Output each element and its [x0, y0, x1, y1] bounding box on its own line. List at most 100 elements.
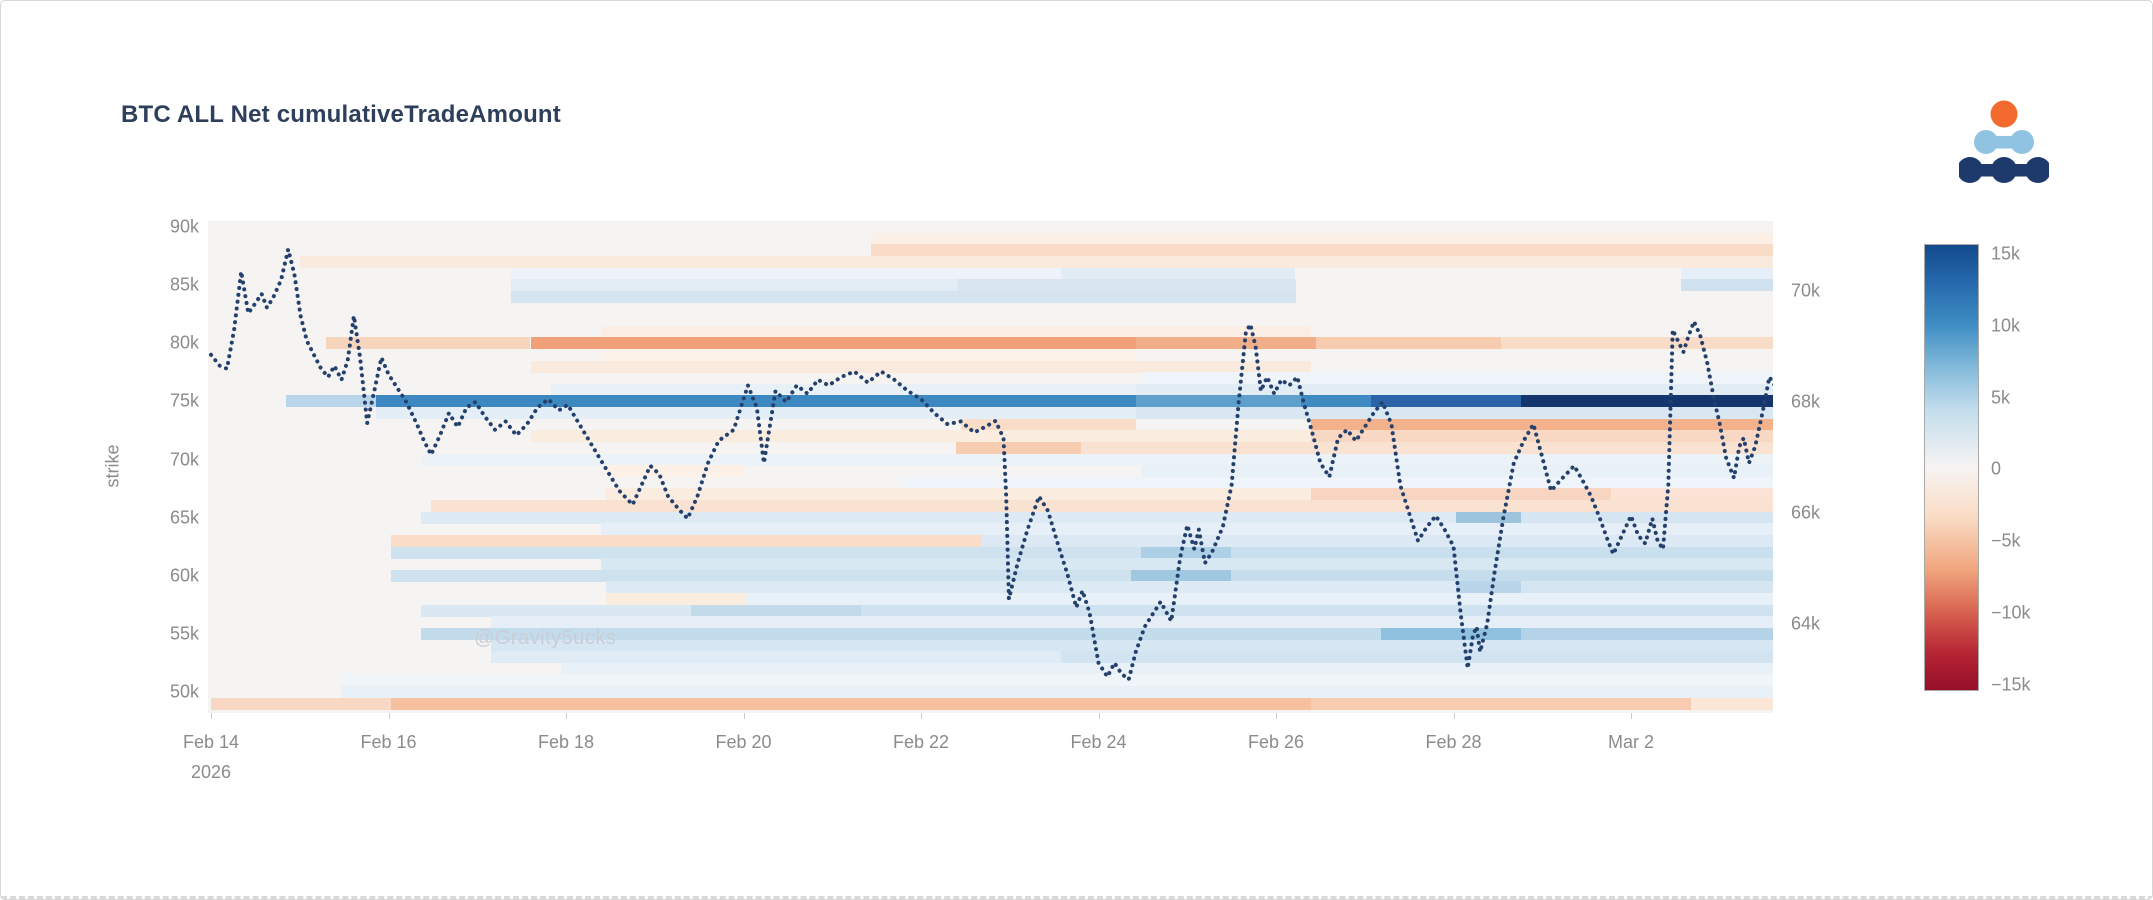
heatmap-band-58k — [605, 593, 747, 605]
heatmap-band-71k — [1080, 441, 1773, 454]
heatmap-band-56k — [490, 616, 1773, 629]
heatmap-band-80k — [1315, 337, 1502, 350]
colorbar-tick-5k: 5k — [1991, 387, 2011, 408]
heatmap-band-52k — [560, 662, 1773, 675]
colorbar-tick-−5k: −5k — [1991, 530, 2021, 551]
y-right-tick-66k: 66k — [1791, 502, 1821, 523]
y-left-tick-90k: 90k — [169, 216, 199, 237]
heatmap-band-86k — [1680, 267, 1773, 280]
heatmap-band-62k — [1141, 546, 1231, 559]
heatmap-band-60k — [1230, 569, 1773, 582]
heatmap-band-84k — [511, 290, 1296, 303]
x-tick-mark — [921, 713, 922, 719]
x-tick-mark — [1453, 713, 1455, 719]
heatmap-band-81k — [600, 325, 1311, 338]
heatmap-band-50k — [340, 686, 1773, 698]
heatmap-band-75k — [1521, 395, 1773, 408]
x-tick-mark — [1276, 713, 1277, 719]
heatmap-band-59k — [1456, 581, 1521, 594]
heatmap-band-59k — [1521, 581, 1773, 594]
y-left-tick-85k: 85k — [169, 274, 199, 295]
x-tick-year: 2026 — [190, 762, 232, 782]
heatmap-band-68k — [900, 476, 1773, 489]
heatmap-band-64k — [600, 523, 1773, 536]
x-tick-Feb 20: Feb 20 — [715, 732, 772, 752]
y-left-tick-80k: 80k — [169, 332, 199, 353]
colorbar-tick-−10k: −10k — [1991, 602, 2031, 623]
colorbar — [1924, 244, 1979, 691]
heatmap-band-89k — [871, 232, 1773, 245]
heatmap-band-70k — [421, 453, 1773, 466]
heatmap-band-49k — [1691, 697, 1773, 710]
heatmap-band-85k — [956, 279, 1296, 292]
heatmap-band-76k — [1135, 383, 1773, 396]
y-right-tick-70k: 70k — [1791, 280, 1821, 301]
colorbar-tick-10k: 10k — [1991, 315, 2021, 336]
heatmap-band-73k — [960, 418, 1136, 431]
x-tick-mark — [211, 713, 212, 719]
heatmap-band-76k — [550, 383, 1136, 396]
heatmap-band-80k — [326, 337, 531, 350]
heatmap-band-67k — [1610, 488, 1773, 501]
heatmap-band-72k — [530, 430, 1311, 443]
x-tick-mark — [1098, 713, 1100, 719]
x-tick-Feb 18: Feb 18 — [537, 732, 595, 752]
heatmap-band-57k — [691, 604, 861, 617]
heatmap-band-66k — [431, 500, 1773, 512]
heatmap-band-75k — [1300, 395, 1371, 408]
colorbar-tick-0: 0 — [1991, 458, 2002, 479]
heatmap-band-49k — [1310, 697, 1692, 710]
heatmap-band-65k — [1521, 511, 1773, 524]
heatmap-band-69k — [605, 465, 747, 478]
heatmap-band-57k — [421, 604, 692, 617]
heatmap-band-51k — [340, 674, 1773, 687]
x-tick-Feb 28: Feb 28 — [1425, 732, 1482, 752]
x-tick-mark — [388, 713, 390, 719]
x-tick-mark — [743, 713, 745, 719]
heatmap-band-80k — [1501, 337, 1773, 350]
x-tick-mark — [1631, 713, 1632, 719]
colorbar-tick-15k: 15k — [1991, 243, 2021, 264]
x-tick-Feb 16: Feb 16 — [360, 732, 417, 752]
heatmap-band-59k — [605, 581, 1457, 594]
plot-area[interactable] — [208, 221, 1773, 713]
heatmap-band-75k — [1135, 395, 1301, 408]
x-tick-Feb 24: Feb 24 — [1070, 732, 1127, 752]
heatmap-band-85k — [1680, 279, 1773, 292]
heatmap-band-60k — [1131, 569, 1231, 582]
y-right-tick-68k: 68k — [1791, 391, 1821, 412]
x-tick-Mar 2: Mar 2 — [1607, 732, 1655, 752]
y-left-tick-75k: 75k — [169, 390, 199, 411]
y-left-tick-70k: 70k — [169, 449, 199, 469]
y-right-tick-64k: 64k — [1791, 613, 1821, 634]
heatmap-band-80k — [1135, 337, 1316, 350]
heatmap-band-49k — [211, 697, 392, 710]
heatmap-band-55k — [1380, 627, 1521, 640]
heatmap-band-78k — [530, 360, 1311, 373]
heatmap-band-72k — [1310, 430, 1773, 443]
heatmap-band-73k — [1310, 418, 1773, 431]
heatmap-band-65k — [1456, 511, 1521, 524]
chart-title: BTC ALL Net cumulativeTradeAmount — [121, 101, 561, 128]
y-left-tick-65k: 65k — [169, 507, 199, 528]
heatmap-band-57k — [860, 604, 1773, 617]
heatmap-band-62k — [1230, 546, 1773, 559]
heatmap-band-63k — [981, 534, 1773, 547]
heatmap-band-74k — [376, 407, 1136, 419]
heatmap-band-77k — [1141, 372, 1773, 385]
x-tick-Feb 22: Feb 22 — [892, 732, 950, 752]
heatmap-band-71k — [955, 441, 1081, 454]
heatmap-band-88k — [871, 244, 1773, 257]
y-left-tick-60k: 60k — [169, 565, 199, 586]
heatmap-band-69k — [1141, 465, 1773, 478]
heatmap-band-49k — [391, 697, 1311, 710]
x-tick-Feb 14: Feb 14 2026 — [183, 727, 239, 787]
heatmap-band-80k — [530, 337, 1136, 350]
heatmap-band-63k — [391, 534, 982, 547]
heatmap-band-86k — [511, 267, 1062, 280]
heatmap-band-62k — [391, 546, 1142, 559]
y-axis-title: strike — [102, 444, 123, 488]
bottom-divider-dashed — [1, 896, 2152, 899]
heatmap-band-74k — [1135, 407, 1773, 419]
